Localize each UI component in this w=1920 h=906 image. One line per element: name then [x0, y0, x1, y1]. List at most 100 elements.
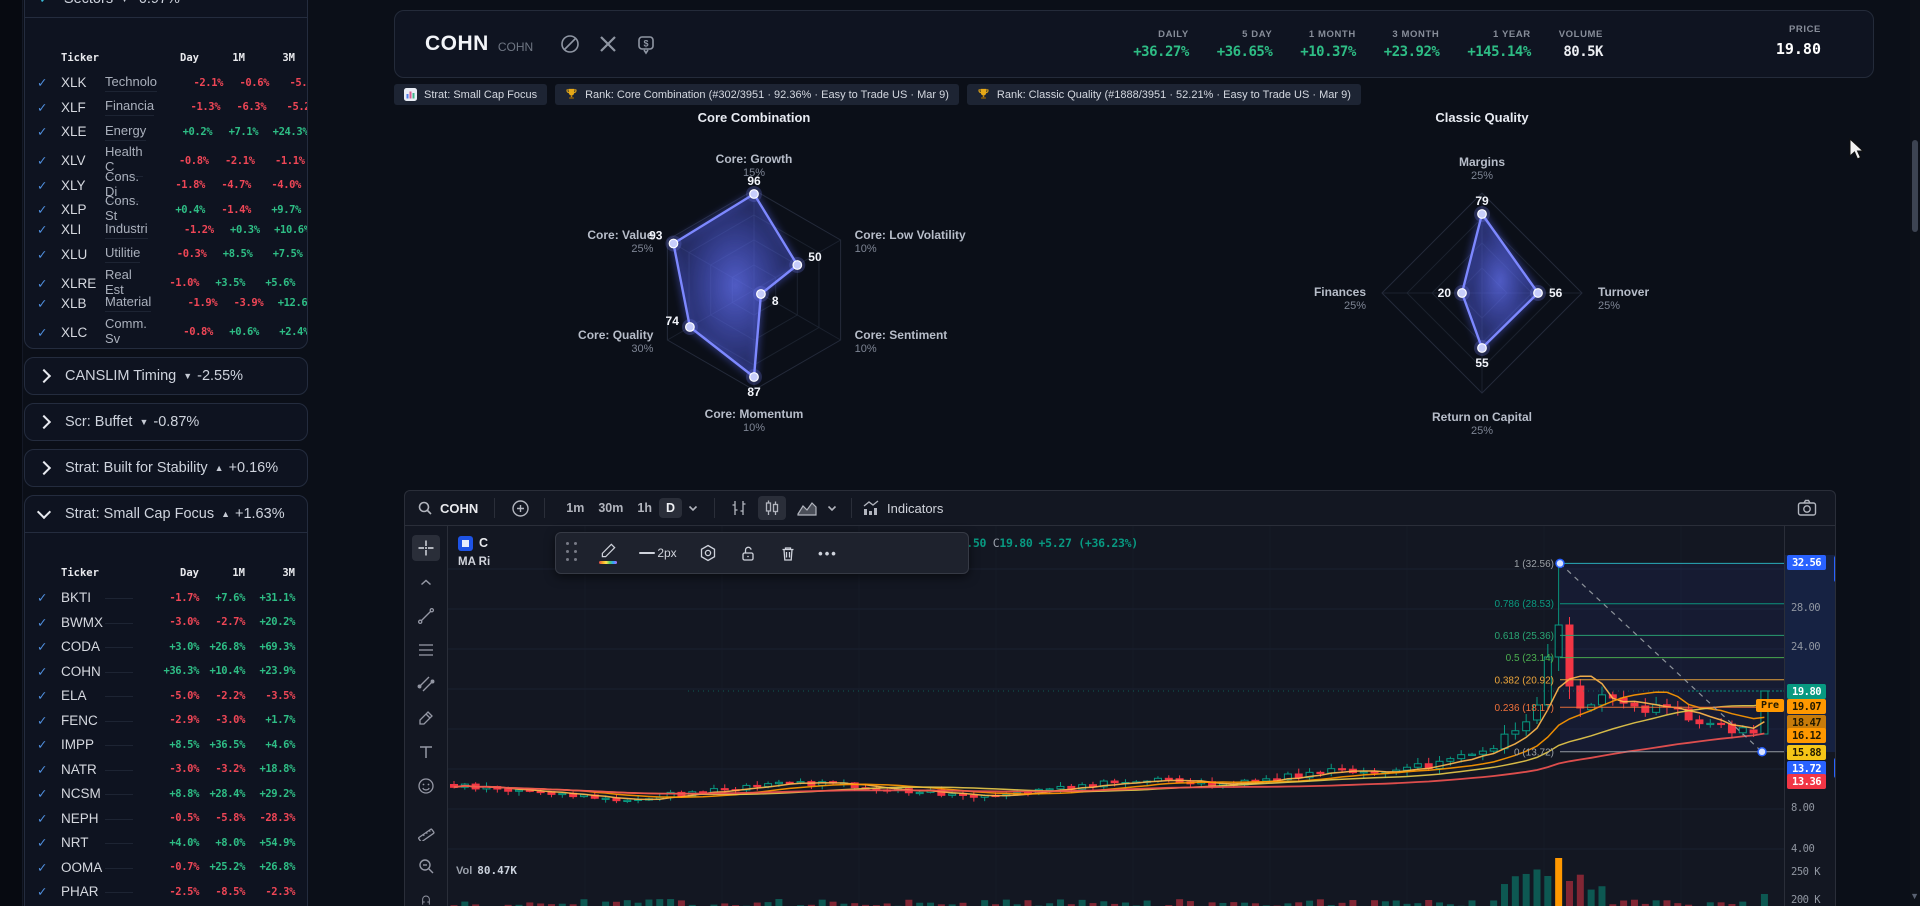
- chart-style-selected[interactable]: [758, 496, 787, 520]
- chart-symbol[interactable]: COHN: [440, 500, 479, 516]
- settings-button[interactable]: [690, 538, 726, 568]
- price-axis[interactable]: 28.00 24.00 8.00 4.00 250 K 200 K 32.56 19.80 19…: [1756, 526, 1835, 906]
- row-check-icon[interactable]: ✓: [37, 325, 48, 340]
- timeframe-1m[interactable]: 1m: [566, 501, 585, 515]
- drag-handle-icon[interactable]: [566, 542, 580, 564]
- page-scrollbar-track[interactable]: [1910, 0, 1920, 906]
- watchlist-row-PHAR[interactable]: ✓ PHAR -2.5% -8.5% -2.3%: [25, 880, 307, 905]
- row-check-icon[interactable]: ✓: [37, 591, 48, 606]
- watchlist-row-XLU[interactable]: ✓ XLU Utilitie -0.3% +8.5% +7.5%: [25, 242, 307, 267]
- row-check-icon[interactable]: ✓: [37, 762, 48, 777]
- row-check-icon[interactable]: ✓: [37, 664, 48, 679]
- candlestick-chart[interactable]: 1 (32.56) 0.786 (28.53) 0.618 (25.36) 0.5 (…: [448, 526, 1784, 906]
- section-header-canslim[interactable]: CANSLIM Timing ▼ -2.55%: [25, 358, 307, 394]
- camera-icon[interactable]: [1797, 499, 1817, 517]
- section-header-buffet[interactable]: Scr: Buffet ▼ -0.87%: [25, 404, 307, 440]
- chevron-down-icon[interactable]: [688, 504, 698, 512]
- magnet-tool[interactable]: [412, 887, 440, 906]
- chevron-down-icon[interactable]: [827, 504, 837, 512]
- watchlist-row-COHN[interactable]: ✓ COHN +36.3% +10.4% +23.9%: [25, 659, 307, 684]
- page-scrollbar-thumb[interactable]: [1912, 140, 1918, 232]
- watchlist-row-NCSM[interactable]: ✓ NCSM +8.8% +28.4% +29.2%: [25, 782, 307, 807]
- fib-retracement-tool[interactable]: [412, 637, 440, 663]
- watchlist-row-BKTI[interactable]: ✓ BKTI -1.7% +7.6% +31.1%: [25, 586, 307, 611]
- watchlist-row-FENC[interactable]: ✓ FENC -2.9% -3.0% +1.7%: [25, 708, 307, 733]
- row-check-icon[interactable]: ✓: [37, 154, 48, 168]
- watchlist-row-ELA[interactable]: ✓ ELA -5.0% -2.2% -3.5%: [25, 684, 307, 709]
- trendline-tool[interactable]: [412, 603, 440, 629]
- parallel-channel-tool[interactable]: [412, 671, 440, 697]
- section-header-smallcap[interactable]: Strat: Small Cap Focus ▲ +1.63%: [25, 496, 307, 533]
- measure-icon: [417, 823, 435, 841]
- collapse-arrow[interactable]: [412, 569, 440, 595]
- tag-chip-2[interactable]: Rank: Classic Quality (#1888/3951 · 52.2…: [966, 84, 1361, 105]
- chart-plot-area[interactable]: 1 (32.56) 0.786 (28.53) 0.618 (25.36) 0.5 (…: [448, 526, 1835, 906]
- area-style-icon[interactable]: [797, 500, 817, 516]
- tag-chip-0[interactable]: Strat: Small Cap Focus: [394, 84, 548, 105]
- cashtag-icon[interactable]: $: [635, 33, 657, 55]
- row-check-icon[interactable]: ✓: [37, 76, 48, 91]
- row-check-icon[interactable]: ✓: [37, 615, 48, 630]
- row-check-icon[interactable]: ✓: [37, 836, 48, 851]
- row-check-icon[interactable]: ✓: [37, 713, 48, 728]
- lock-button[interactable]: [730, 538, 766, 568]
- row-check-icon[interactable]: ✓: [37, 100, 48, 115]
- row-check-icon[interactable]: ✓: [37, 247, 48, 262]
- row-check-icon[interactable]: ✓: [37, 296, 48, 311]
- watchlist-row-XLV[interactable]: ✓ XLV Health C -0.8% -2.1% -1.1%: [25, 144, 307, 177]
- search-icon[interactable]: [417, 500, 433, 516]
- row-check-icon[interactable]: ✓: [37, 640, 48, 655]
- watchlist-row-XLRE[interactable]: ✓ XLRE Real Est -1.0% +3.5% +5.6%: [25, 267, 307, 300]
- watchlist-row-XLE[interactable]: ✓ XLE Energy +0.2% +7.1% +24.3%: [25, 120, 307, 145]
- watchlist-row-NRT[interactable]: ✓ NRT +4.0% +8.0% +54.9%: [25, 831, 307, 856]
- brush-tool[interactable]: [412, 705, 440, 731]
- x-logo-icon[interactable]: [597, 33, 619, 55]
- watchlist-row-XLI[interactable]: ✓ XLI Industri -1.2% +0.3% +10.6%: [25, 218, 307, 243]
- watchlist-row-BWMX[interactable]: ✓ BWMX -3.0% -2.7% +20.2%: [25, 610, 307, 635]
- row-check-icon[interactable]: ✓: [37, 885, 48, 900]
- line-width-button[interactable]: 2px: [630, 538, 686, 568]
- watchlist-row-XLK[interactable]: ✓ XLK Technolo -2.1% -0.6% -5.2%: [25, 71, 307, 96]
- zoom-tool[interactable]: [412, 853, 440, 879]
- more-options-button[interactable]: •••: [818, 545, 838, 561]
- watchlist-row-CODA[interactable]: ✓ CODA +3.0% +26.8% +69.3%: [25, 635, 307, 660]
- row-day: -1.0%: [169, 277, 199, 289]
- delete-button[interactable]: [770, 538, 806, 568]
- color-style-button[interactable]: [590, 538, 626, 568]
- crosshair-tool[interactable]: [412, 535, 440, 561]
- watchlist-row-XLC[interactable]: ✓ XLC Comm. Sv -0.8% +0.6% +2.4%: [25, 316, 307, 348]
- section-header-sectors[interactable]: ✓ Sectors ▼ -0.97%: [25, 0, 307, 18]
- watchlist-row-OOMA[interactable]: ✓ OOMA -0.7% +25.2% +26.8%: [25, 855, 307, 880]
- row-check-icon[interactable]: ✓: [37, 738, 48, 753]
- compass-icon[interactable]: [559, 33, 581, 55]
- timeframe-30m[interactable]: 30m: [598, 501, 624, 515]
- timeframe-D[interactable]: D: [658, 498, 683, 518]
- emoji-tool[interactable]: [412, 773, 440, 799]
- text-tool[interactable]: [412, 739, 440, 765]
- row-check-icon[interactable]: ✓: [37, 689, 48, 704]
- bar-style-icon[interactable]: [730, 499, 748, 517]
- tag-chip-1[interactable]: Rank: Core Combination (#302/3951 · 92.3…: [555, 84, 959, 105]
- row-check-icon[interactable]: ✓: [37, 203, 48, 217]
- watchlist-row-XLP[interactable]: ✓ XLP Cons. St +0.4% -1.4% +9.7%: [25, 193, 307, 226]
- plus-circle-icon[interactable]: [511, 499, 530, 518]
- watchlist-row-XLB[interactable]: ✓ XLB Material -1.9% -3.9% +12.6%: [25, 291, 307, 316]
- indicators-label[interactable]: Indicators: [887, 500, 944, 516]
- watchlist-row-XLF[interactable]: ✓ XLF Financia -1.3% -6.3% -5.2%: [25, 95, 307, 120]
- indicators-icon[interactable]: [862, 500, 880, 516]
- row-check-icon[interactable]: ✓: [37, 860, 48, 875]
- row-check-icon[interactable]: ✓: [37, 276, 48, 291]
- watchlist-row-NATR[interactable]: ✓ NATR -3.0% -3.2% +18.8%: [25, 757, 307, 782]
- row-check-icon[interactable]: ✓: [37, 178, 48, 193]
- watchlist-row-XLY[interactable]: ✓ XLY Cons. Di -1.8% -4.7% -4.0%: [25, 169, 307, 202]
- watchlist-row-IMPP[interactable]: ✓ IMPP +8.5% +36.5% +4.6%: [25, 733, 307, 758]
- scrollbar-down-arrow[interactable]: ▼: [1910, 891, 1919, 901]
- timeframe-1h[interactable]: 1h: [637, 501, 652, 515]
- row-check-icon[interactable]: ✓: [37, 223, 48, 238]
- section-header-stability[interactable]: Strat: Built for Stability ▲ +0.16%: [25, 450, 307, 486]
- row-check-icon[interactable]: ✓: [37, 787, 48, 802]
- measure-tool[interactable]: [412, 819, 440, 845]
- row-check-icon[interactable]: ✓: [37, 125, 48, 140]
- watchlist-row-NEPH[interactable]: ✓ NEPH -0.5% -5.8% -28.3%: [25, 806, 307, 831]
- row-check-icon[interactable]: ✓: [37, 811, 48, 826]
